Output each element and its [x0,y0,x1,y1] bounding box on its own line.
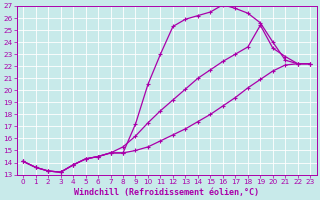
X-axis label: Windchill (Refroidissement éolien,°C): Windchill (Refroidissement éolien,°C) [74,188,259,197]
